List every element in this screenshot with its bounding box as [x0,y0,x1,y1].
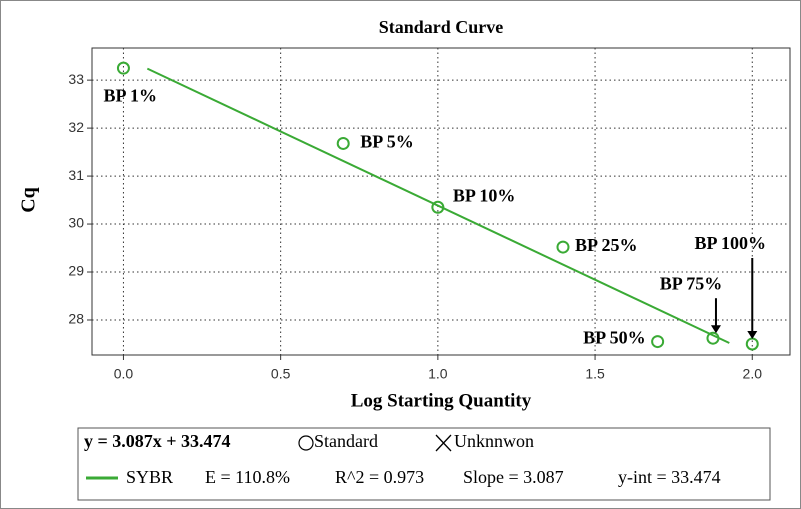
arrow-head [710,325,721,334]
point-label: BP 1% [103,85,157,105]
legend-unknown: Unknnwon [454,431,534,451]
point-label: BP 75% [660,273,723,293]
data-point [651,335,665,349]
legend-equation: y = 3.087x + 33.474 [84,431,231,451]
legend-efficiency: E = 110.8% [205,467,290,487]
legend-unknown-symbol [435,434,452,452]
x-tick-label: 2.0 [743,366,763,382]
y-tick-label: 32 [68,119,84,135]
point-label: BP 10% [453,185,516,205]
y-tick-label: 28 [68,311,84,327]
y-tick-label: 31 [68,167,84,183]
data-point [706,331,720,345]
legend-box [77,427,771,501]
y-tick-label: 30 [68,215,84,231]
data-point [336,136,350,150]
fit-line [146,67,730,344]
x-tick-label: 0.0 [114,366,134,382]
point-label: BP 50% [583,328,646,348]
y-tick-label: 33 [68,71,84,87]
legend-fit-name: SYBR [126,467,173,487]
y-axis-label: Cq [18,187,40,213]
x-axis-label: Log Starting Quantity [351,390,532,411]
data-point [116,61,130,75]
point-label: BP 100% [695,233,767,253]
arrow-head [747,330,758,339]
x-tick-label: 1.5 [585,366,605,382]
plot-area [91,47,791,356]
x-tick-label: 1.0 [428,366,448,382]
data-point [431,200,445,214]
point-label: BP 25% [575,235,638,255]
chart-title: Standard Curve [379,17,504,37]
y-tick-label: 29 [68,263,84,279]
point-label: BP 5% [360,132,414,152]
legend-yint: y-int = 33.474 [618,467,721,487]
legend-standard-symbol [298,435,314,451]
x-tick-label: 0.5 [271,366,291,382]
data-point [556,240,570,254]
legend-standard: Standard [314,431,378,451]
legend-r2: R^2 = 0.973 [335,467,424,487]
legend-slope: Slope = 3.087 [463,467,564,487]
